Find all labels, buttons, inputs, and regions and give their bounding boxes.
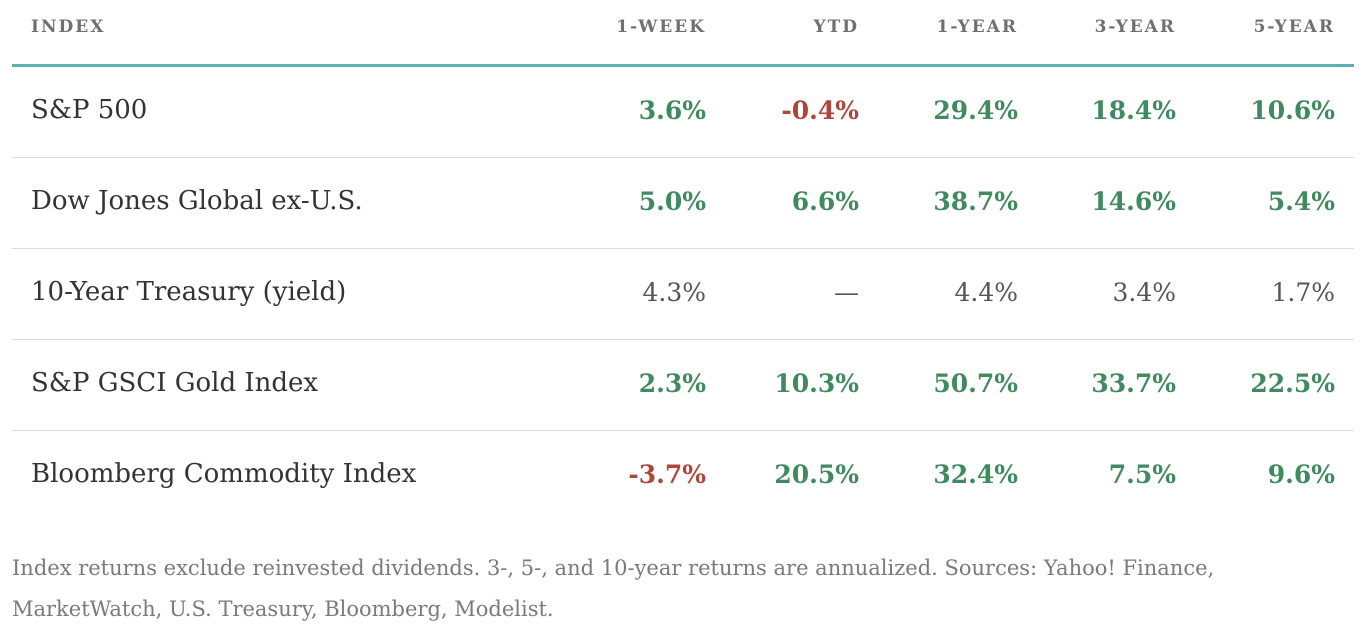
return-value: 5.0% — [638, 187, 706, 216]
row-divider — [12, 430, 1354, 431]
return-value: 18.4% — [1091, 96, 1176, 125]
column-header: YTD — [813, 17, 859, 37]
return-value: 14.6% — [1091, 187, 1176, 216]
column-header: 1-WEEK — [616, 17, 706, 37]
return-value: 6.6% — [791, 187, 859, 216]
return-value: 29.4% — [933, 96, 1018, 125]
return-value: 2.3% — [638, 369, 706, 398]
index-name: Bloomberg Commodity Index — [31, 459, 417, 489]
footnote: Index returns exclude reinvested dividen… — [12, 556, 1215, 621]
return-value: -0.4% — [781, 96, 859, 125]
return-value: 10.3% — [774, 369, 859, 398]
return-value: 22.5% — [1250, 369, 1335, 398]
return-value: 1.7% — [1271, 278, 1335, 307]
return-value: 10.6% — [1250, 96, 1335, 125]
return-value: 38.7% — [933, 187, 1018, 216]
column-header: 1-YEAR — [936, 17, 1018, 37]
return-value: 4.3% — [642, 278, 706, 307]
return-value: 4.4% — [954, 278, 1018, 307]
return-value: 20.5% — [774, 460, 859, 489]
header-rule — [12, 64, 1354, 67]
index-name: Dow Jones Global ex-U.S. — [31, 186, 363, 216]
return-value: 50.7% — [933, 369, 1018, 398]
index-name: S&P 500 — [31, 95, 148, 125]
row-divider — [12, 157, 1354, 158]
return-value: 33.7% — [1091, 369, 1176, 398]
return-value: 5.4% — [1267, 187, 1335, 216]
column-header: INDEX — [31, 17, 106, 37]
return-value: 32.4% — [933, 460, 1018, 489]
row-divider — [12, 248, 1354, 249]
return-value: — — [834, 278, 859, 307]
index-name: 10-Year Treasury (yield) — [31, 277, 347, 307]
index-name: S&P GSCI Gold Index — [31, 368, 319, 398]
row-divider — [12, 339, 1354, 340]
column-header: 3-YEAR — [1094, 17, 1176, 37]
return-value: 3.4% — [1112, 278, 1176, 307]
column-header: 5-YEAR — [1253, 17, 1335, 37]
return-value: -3.7% — [628, 460, 706, 489]
return-value: 9.6% — [1267, 460, 1335, 489]
return-value: 3.6% — [638, 96, 706, 125]
return-value: 7.5% — [1108, 460, 1176, 489]
